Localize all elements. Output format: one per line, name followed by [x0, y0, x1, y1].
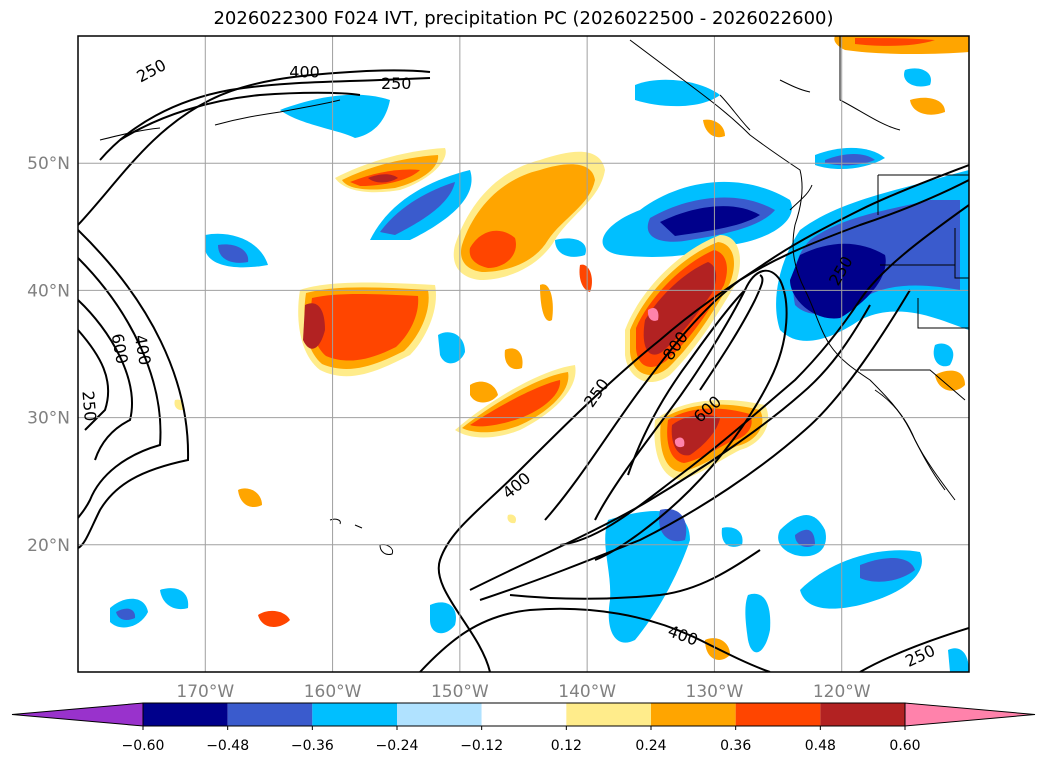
contour-value-label: 250 [133, 55, 169, 86]
latitude-tick-label: 40°N [27, 281, 70, 301]
contour-value-label: 600 [108, 332, 132, 365]
negative-anomaly-regions [110, 68, 969, 672]
colorbar-tick-label: 0.36 [720, 738, 751, 754]
colorbar-tick-label: −0.24 [376, 738, 419, 754]
colorbar-tick-label: −0.36 [291, 738, 334, 754]
colorbar-extend-max [904, 702, 1036, 727]
colorbar-tick-label: 0.60 [889, 738, 920, 754]
colorbar [11, 702, 1036, 730]
longitude-tick-label: 170°W [176, 682, 234, 702]
contour-value-label: 250 [78, 390, 100, 422]
latitude-tick-label: 20°N [27, 536, 70, 556]
ivt-contours [78, 69, 969, 672]
colorbar-tick-label: 0.12 [551, 738, 582, 754]
colorbar-extend-min [11, 702, 144, 727]
colorbar-segment [566, 703, 651, 726]
colorbar-labels: −0.60 −0.48 −0.36 −0.24 −0.12 0.12 0.24 0.36 0.4… [122, 738, 921, 754]
colorbar-tick-label: −0.60 [122, 738, 165, 754]
colorbar-segment [481, 703, 567, 726]
longitude-tick-label: 150°W [431, 682, 489, 702]
map-frame [77, 35, 970, 673]
contour-value-label: 250 [902, 641, 938, 671]
colorbar-tick-label: −0.48 [206, 738, 249, 754]
map-title: 2026022300 F024 IVT, precipitation PC (2… [213, 8, 834, 29]
colorbar-segment [651, 703, 736, 726]
contour-value-label: 400 [665, 621, 700, 649]
contour-value-label: 400 [289, 62, 320, 81]
latitude-labels: 50°N 40°N 30°N 20°N [27, 154, 70, 556]
colorbar-tick-label: 0.24 [635, 738, 666, 754]
colorbar-tick-label: 0.48 [805, 738, 836, 754]
coastlines [99, 36, 969, 555]
colorbar-tick-label: −0.12 [460, 738, 503, 754]
latitude-tick-label: 30°N [27, 409, 70, 429]
longitude-tick-label: 120°W [813, 682, 871, 702]
contour-value-label: 400 [131, 333, 155, 366]
colorbar-segment [143, 703, 228, 726]
colorbar-segment [820, 703, 905, 726]
colorbar-outline [142, 702, 906, 727]
colorbar-segment [735, 703, 821, 726]
latitude-tick-label: 50°N [27, 154, 70, 174]
colorbar-segment [397, 703, 482, 726]
contour-value-label: 400 [499, 468, 535, 502]
longitude-tick-label: 130°W [686, 682, 744, 702]
precipitation-pc-field [78, 36, 969, 672]
longitude-tick-label: 160°W [304, 682, 362, 702]
longitude-labels: 170°W 160°W 150°W 140°W 130°W 120°W [176, 682, 870, 702]
contour-value-label: 250 [381, 74, 412, 93]
longitude-tick-label: 140°W [558, 682, 616, 702]
lat-lon-gridlines [78, 36, 969, 672]
colorbar-segment [312, 703, 397, 726]
colorbar-segment [227, 703, 313, 726]
